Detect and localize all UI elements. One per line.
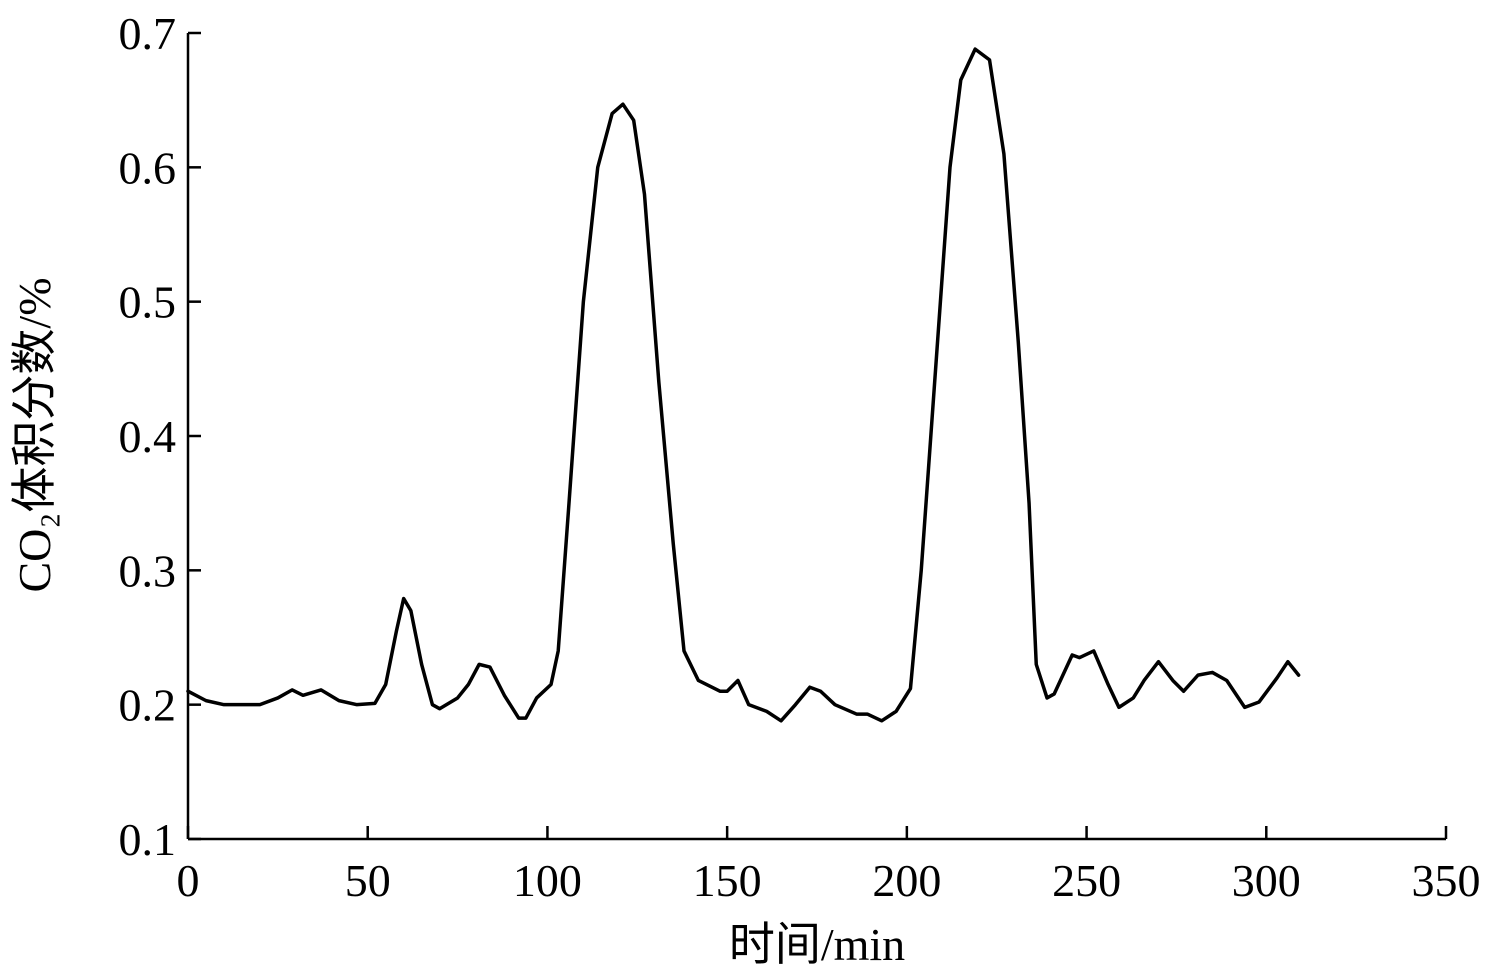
y-tick-label: 0.2 [119,680,177,731]
y-tick-label: 0.1 [119,814,177,865]
x-tick-label: 200 [872,855,941,906]
x-tick-label: 100 [513,855,582,906]
x-axis-label: 时间/min [729,919,905,970]
x-tick-label: 50 [345,855,391,906]
y-tick-label: 0.5 [119,277,177,328]
x-tick-label: 350 [1412,855,1481,906]
x-tick-label: 300 [1232,855,1301,906]
x-tick-label: 150 [693,855,762,906]
y-tick-label: 0.6 [119,142,177,193]
data-line [186,47,1301,723]
y-tick-label: 0.3 [119,545,177,596]
y-tick-label: 0.7 [119,8,177,59]
y-tick-label: 0.4 [119,411,177,462]
x-tick-label: 250 [1052,855,1121,906]
y-axis-label: CO₂体积分数/% [9,277,60,592]
x-tick-label: 0 [177,855,200,906]
